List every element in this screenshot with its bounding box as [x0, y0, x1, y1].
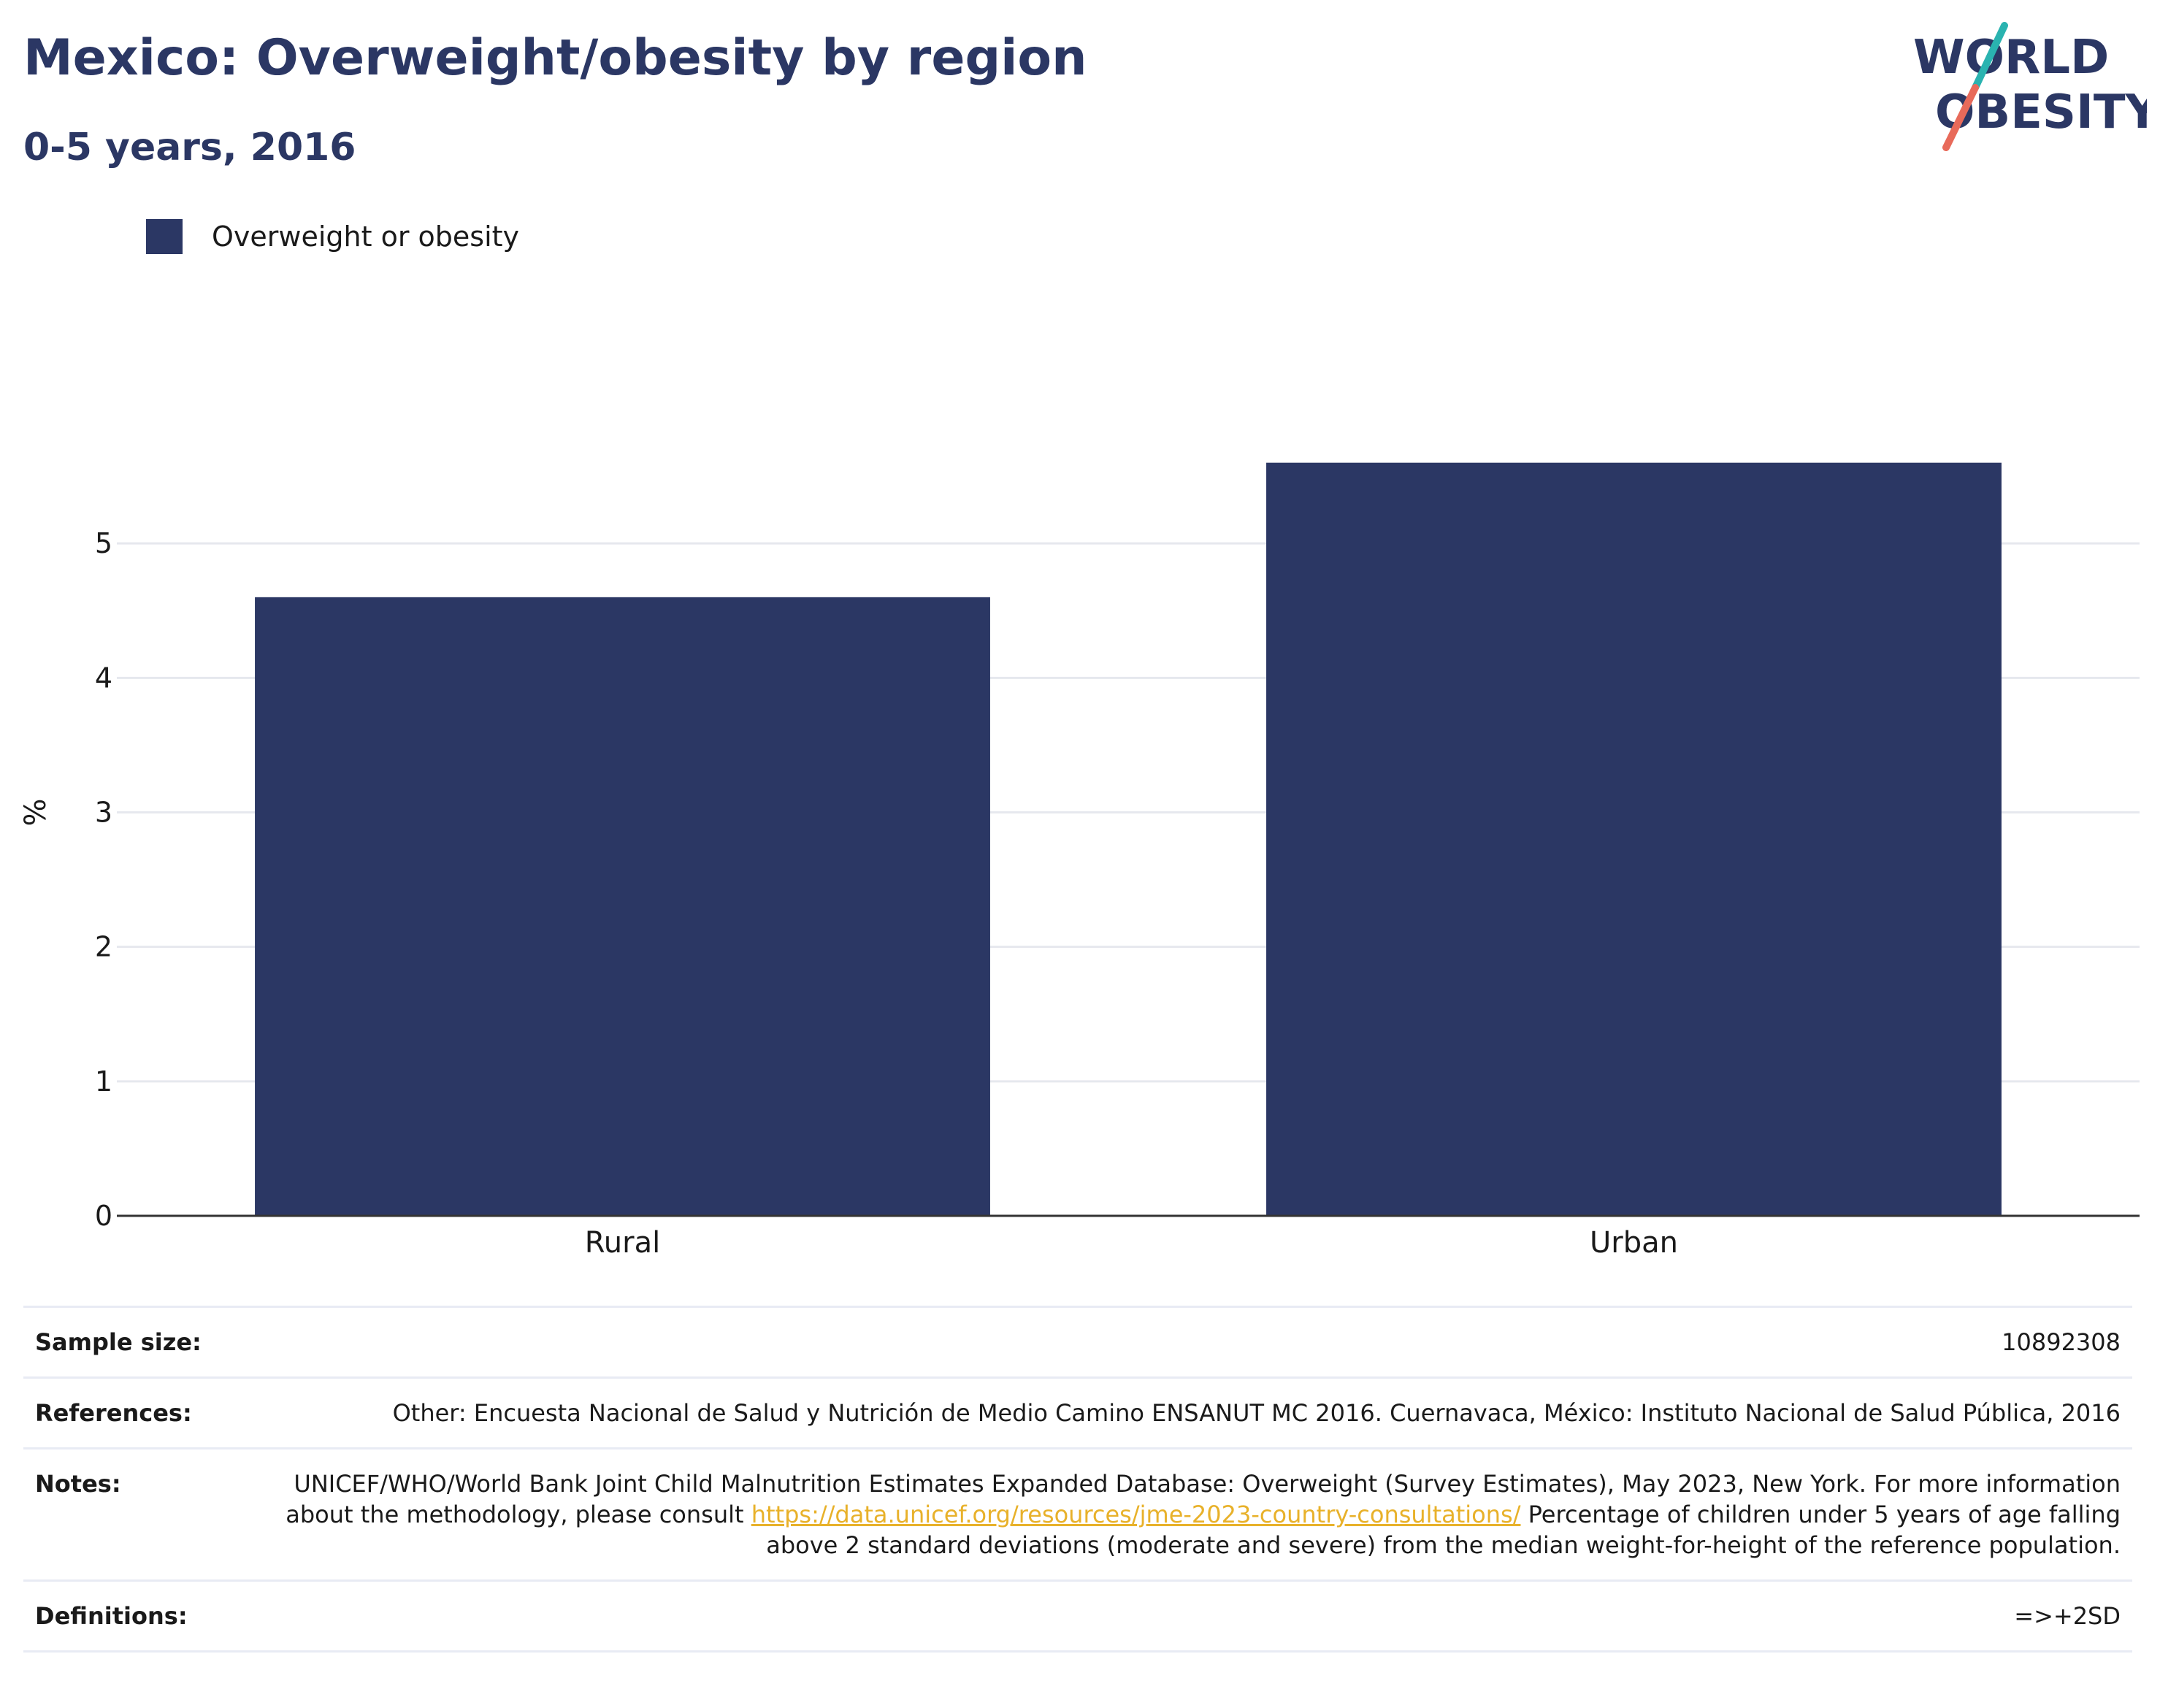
y-axis-title: % — [19, 798, 53, 826]
chart-subtitle: 0-5 years, 2016 — [23, 126, 356, 169]
notes-text-continued: Percentage of children under 5 years of … — [766, 1501, 2121, 1559]
references-label: References: — [35, 1399, 192, 1427]
definitions-row: Definitions: =>+2SD — [23, 1579, 2132, 1653]
x-tick-label: Rural — [585, 1226, 660, 1260]
notes-text: UNICEF/WHO/World Bank Joint Child Malnut… — [286, 1470, 2121, 1528]
x-tick-label: Urban — [1590, 1226, 1678, 1260]
definitions-label: Definitions: — [35, 1602, 188, 1630]
chart-title: Mexico: Overweight/obesity by region — [23, 29, 1087, 87]
bar-chart: 0 1 2 3 4 5 Rural Urban % — [19, 462, 2140, 1260]
y-tick-label: 0 — [95, 1200, 112, 1232]
bars — [255, 462, 2002, 1216]
sample-size-value: 10892308 — [2002, 1328, 2121, 1356]
y-tick-label: 1 — [95, 1065, 112, 1098]
references-value: Other: Encuesta Nacional de Salud y Nutr… — [392, 1399, 2121, 1427]
notes-label: Notes: — [35, 1470, 121, 1498]
legend-label: Overweight or obesity — [212, 221, 520, 253]
y-tick-label: 3 — [95, 797, 112, 829]
y-tick-labels: 0 1 2 3 4 5 — [95, 527, 112, 1232]
notes-link[interactable]: https://data.unicef.org/resources/jme-20… — [751, 1501, 1521, 1528]
x-tick-labels: Rural Urban — [585, 1226, 1678, 1260]
bar-rural[interactable] — [255, 597, 990, 1216]
notes-row: Notes: UNICEF/WHO/World Bank Joint Child… — [23, 1447, 2132, 1579]
notes-value: UNICEF/WHO/World Bank Joint Child Malnut… — [254, 1468, 2121, 1560]
info-table: Sample size: 10892308 References: Other:… — [23, 1306, 2132, 1653]
definitions-value: =>+2SD — [2014, 1602, 2121, 1630]
bar-urban[interactable] — [1266, 462, 2002, 1216]
y-tick-label: 2 — [95, 931, 112, 963]
sample-size-label: Sample size: — [35, 1328, 202, 1356]
references-row: References: Other: Encuesta Nacional de … — [23, 1376, 2132, 1447]
sample-size-row: Sample size: 10892308 — [23, 1306, 2132, 1376]
y-tick-label: 5 — [95, 527, 112, 559]
chart-legend: Overweight or obesity — [146, 219, 519, 254]
legend-swatch — [146, 219, 183, 254]
svg-text:WORLD: WORLD — [1913, 31, 2109, 85]
world-obesity-logo: WORLD OBESITY — [1913, 22, 2147, 151]
y-tick-label: 4 — [95, 662, 112, 694]
